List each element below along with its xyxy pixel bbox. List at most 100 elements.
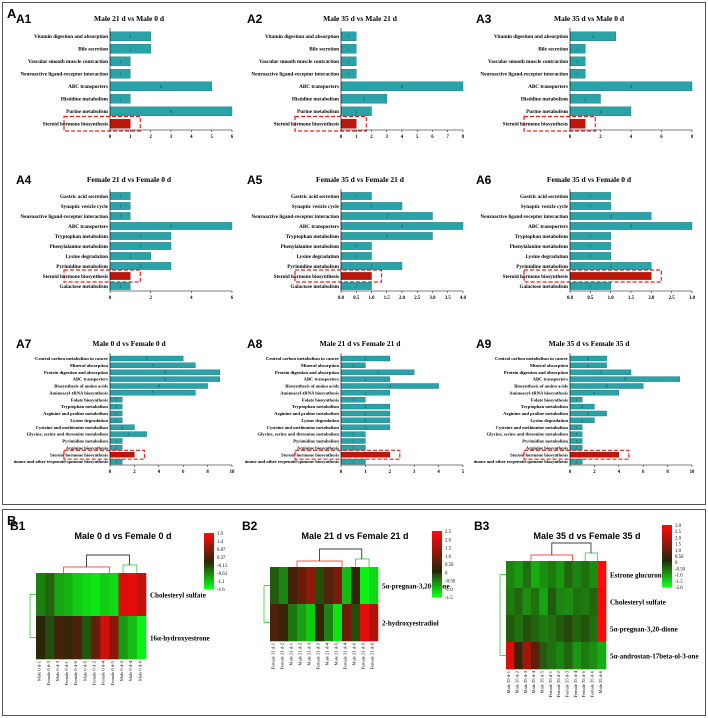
category-label: Steroid hormone biosynthesis [503,274,568,280]
legend-swatch [432,546,442,549]
data-label: 2 [121,425,123,430]
heatmap-cell [279,604,289,642]
legend-swatch [662,560,672,563]
highlight-box [63,115,141,132]
row-label: 5α-pregnan-3,20-dione [382,583,450,591]
data-label: 3 [592,34,594,39]
legend-swatch [662,574,672,578]
column-label: Female 0 d-3 [46,660,51,685]
legend-swatch [204,562,214,566]
data-label: 2 [610,264,612,269]
heatmap-cell [315,604,325,642]
legend-swatch [204,587,214,590]
subplot-title: Female 21 d vs Female 0 d [86,175,172,184]
heatmap-cell [324,604,334,642]
legend-tick-label: 0 [675,561,678,566]
category-label: Central carbon metabolism in cancer [266,356,339,361]
data-label: 5 [160,84,162,89]
data-label: 1 [355,194,357,199]
x-tick-label: 0 [569,470,572,475]
x-tick-label: 0.0 [567,296,574,301]
legend-tick-label: 2.0 [675,536,682,541]
heatmap-cell [91,616,101,660]
legend-swatch [204,538,214,541]
x-tick-label: 8 [462,135,465,140]
legend-swatch [662,578,672,582]
x-tick-label: 2 [593,470,596,475]
category-label: Phenylalanine metabolism [510,244,569,250]
row-label: 5α-androstan-17beta-ol-3-one [610,653,699,661]
heatmap-cell [547,588,557,616]
heatmap-cell [556,642,565,670]
subplot-label: A8 [247,337,263,351]
legend-swatch [204,564,214,567]
legend-swatch [662,535,672,538]
data-label: 1 [589,234,591,239]
legend-swatch [204,549,214,553]
x-tick-label: 8 [666,470,669,475]
heatmap-cell [81,573,92,617]
legend-swatch [662,572,672,575]
data-label: 4 [401,224,403,229]
heatmap-cell [522,561,532,589]
heatmap-cell [547,642,557,670]
category-label: Mineral absorption [70,363,109,368]
row-label: Estrone glucuronide [610,572,671,580]
category-label: Gastric acid secretion [60,194,108,200]
subplot-title: Male 21 d vs Female 21 d [319,339,401,348]
legend-tick-label: -1.0 [445,588,453,593]
data-label: 1 [355,284,357,289]
data-label: 1 [575,397,577,402]
heatmap-svg-b1: Cholesteryl sulfate 16α-hydroxyestrone Mal… [29,532,228,685]
data-label: 1 [577,71,579,76]
heatmap-cell [522,642,532,670]
heatmap-cell [572,561,582,589]
category-label: Steroid hormone biosynthesis [43,274,108,280]
x-tick-label: 0.5 [353,296,360,301]
data-label: 1 [119,204,121,209]
x-tick-label: 0.0 [338,296,345,301]
heatmap-cell [581,615,590,643]
legend-swatch [662,564,672,567]
highlight-box [523,115,596,132]
heatmap-cell [288,604,298,642]
data-label: 2 [364,411,366,416]
legend-swatch [662,543,672,547]
column-label: Male 0 d-2 [119,660,124,681]
highlight-box [294,115,367,132]
column-label: Male 21 d-5 [334,642,339,665]
legend-swatch [432,555,442,558]
x-tick-label: 3 [386,135,389,140]
legend-swatch [662,582,672,586]
x-tick-label: 5 [462,470,465,475]
column-label: Female 35 d-4 [573,670,578,697]
heatmap-cell [531,561,540,589]
legend-swatch [204,568,214,571]
subplot-title: Female 35 d vs Female 21 d [316,175,404,184]
heatmap-cell [564,642,573,670]
category-label: Pyrimidine metabolism [522,439,568,444]
heatmap-cell [547,561,557,589]
heatmap-cell [297,567,307,605]
legend-tick-label: 2.0 [445,538,452,543]
category-label: Arginine biosynthesis [66,445,108,450]
heatmap-svg-b2: 5α-pregnan-3,20-dione 2-hydroxyestradiol F… [263,530,456,670]
category-label: Neuroactive ligand-receptor interaction [480,72,568,78]
category-label: Biosynthesis of amino acids [54,384,108,389]
data-label: 1 [355,244,357,249]
legend-swatch [432,581,442,585]
legend-swatch [432,568,442,571]
legend-swatch [204,534,214,538]
category-label: Galactose metabolism [59,284,108,290]
heatmap-title: Male 0 d vs Female 0 d [74,531,172,541]
column-label: Female 35 d-6 [590,670,595,697]
heatmap-cell [572,588,582,616]
category-label: Vascular smooth muscle contraction [28,59,108,65]
data-label: 1 [115,418,117,423]
legend-swatch [204,566,214,569]
legend-swatch [432,542,442,545]
x-tick-label: 1 [129,135,132,140]
heatmap-cell [279,567,289,605]
category-label: Neuroactive ligand-receptor interaction [480,214,568,220]
data-label: 1 [575,459,577,464]
